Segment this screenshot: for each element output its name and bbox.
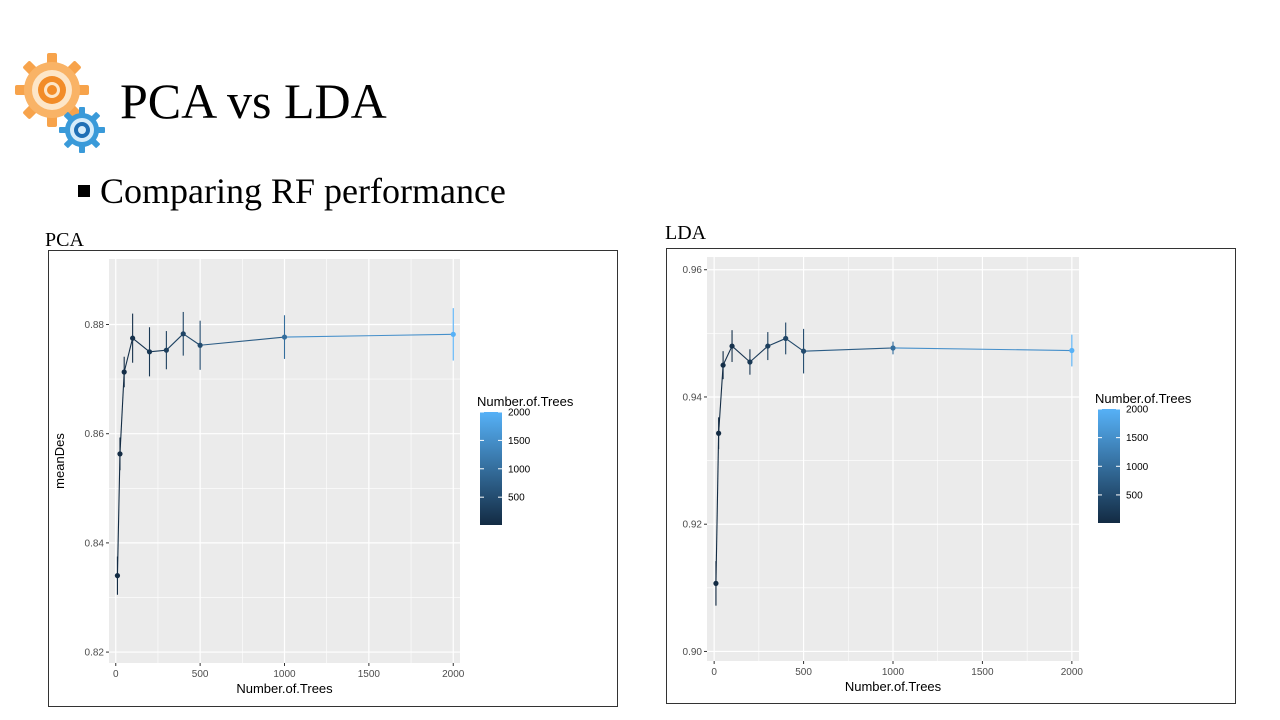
line-segment — [123, 338, 134, 373]
x-tick-label: 2000 — [1061, 667, 1084, 678]
line-segment — [718, 365, 724, 434]
data-point — [130, 335, 136, 341]
x-tick-label: 500 — [192, 669, 209, 680]
line-segment — [182, 333, 201, 346]
data-point — [765, 343, 771, 349]
y-tick-label: 0.90 — [683, 647, 703, 658]
data-point — [890, 345, 896, 351]
legend-tick-label: 1500 — [508, 436, 531, 447]
data-point — [1069, 347, 1075, 354]
x-tick-label: 1500 — [971, 667, 994, 678]
legend-colorbar — [480, 412, 502, 525]
x-axis-title: Number.of.Trees — [845, 679, 942, 694]
y-tick-label: 0.96 — [683, 265, 703, 276]
data-point — [197, 342, 203, 348]
pca-panel-label: PCA — [45, 229, 84, 251]
y-tick-label: 0.86 — [85, 429, 105, 440]
data-point — [783, 335, 789, 342]
line-segment — [892, 347, 1072, 352]
y-tick-label: 0.82 — [85, 648, 105, 659]
line-segment — [767, 337, 786, 347]
legend-tick-label: 2000 — [508, 408, 531, 419]
y-tick-label: 0.92 — [683, 520, 703, 531]
y-tick-label: 0.94 — [683, 392, 703, 403]
pca-chart-frame: 0 500 1000 1500 2000 0.82 0.84 0.86 0.88 Number.o… — [48, 250, 618, 707]
x-axis-title: Number.of.Trees — [236, 681, 333, 696]
data-point — [121, 369, 127, 375]
line-segment — [119, 371, 125, 454]
x-tick-label: 1000 — [273, 669, 296, 680]
data-point — [720, 362, 726, 368]
data-point — [729, 343, 735, 349]
y-tick-label: 0.88 — [85, 320, 105, 331]
data-point — [747, 359, 753, 365]
slide-title: PCA vs LDA — [120, 73, 387, 129]
legend-tick-label: 500 — [1126, 490, 1143, 501]
data-point — [180, 331, 186, 337]
data-point — [713, 580, 719, 586]
y-axis-title: meanDes — [52, 433, 67, 489]
legend-tick-label: 1000 — [1126, 462, 1149, 473]
line-segment — [785, 337, 804, 352]
data-point — [716, 430, 722, 436]
y-tick-label: 0.84 — [85, 538, 105, 549]
x-tick-label: 0 — [711, 667, 717, 678]
data-point — [146, 349, 153, 355]
legend-tick-label: 1500 — [1126, 433, 1149, 444]
line-segment — [722, 345, 733, 366]
data-point — [281, 334, 288, 340]
bullet-item: Comparing RF performance — [78, 170, 506, 212]
legend-colorbar — [1098, 409, 1120, 523]
lda-chart: 0 500 1000 1500 2000 0.90 0.92 0.94 0.96 Number.o… — [650, 257, 1192, 694]
x-tick-label: 1500 — [358, 669, 381, 680]
line-segment — [749, 345, 769, 363]
pca-chart: 0 500 1000 1500 2000 0.82 0.84 0.86 0.88 Number.o… — [52, 259, 574, 696]
line-segment — [132, 337, 150, 353]
data-point — [450, 331, 456, 337]
x-tick-label: 500 — [795, 667, 812, 678]
line-segment — [165, 333, 184, 351]
line-segment — [116, 453, 121, 576]
legend-tick-label: 2000 — [1126, 405, 1149, 416]
lda-chart-frame: 0 500 1000 1500 2000 0.90 0.92 0.94 0.96 Number.o… — [650, 248, 1236, 704]
gears-icon — [15, 53, 105, 153]
legend-title: Number.of.Trees — [1095, 391, 1192, 406]
data-point — [163, 347, 169, 353]
data-point — [117, 451, 123, 457]
lda-panel-label: LDA — [665, 222, 707, 244]
bullet-text: Comparing RF performance — [100, 171, 506, 211]
legend-tick-label: 500 — [508, 493, 525, 504]
legend-tick-label: 1000 — [508, 464, 531, 475]
square-bullet-icon — [78, 185, 90, 197]
line-segment — [284, 333, 454, 338]
line-segment — [731, 345, 751, 363]
x-tick-label: 0 — [113, 669, 119, 680]
line-segment — [803, 347, 894, 352]
line-segment — [200, 336, 285, 346]
data-point — [800, 348, 807, 354]
x-tick-label: 2000 — [442, 669, 465, 680]
line-segment — [715, 433, 720, 584]
legend-title: Number.of.Trees — [477, 394, 574, 409]
data-point — [114, 573, 121, 579]
x-tick-label: 1000 — [882, 667, 905, 678]
line-segment — [149, 349, 167, 353]
